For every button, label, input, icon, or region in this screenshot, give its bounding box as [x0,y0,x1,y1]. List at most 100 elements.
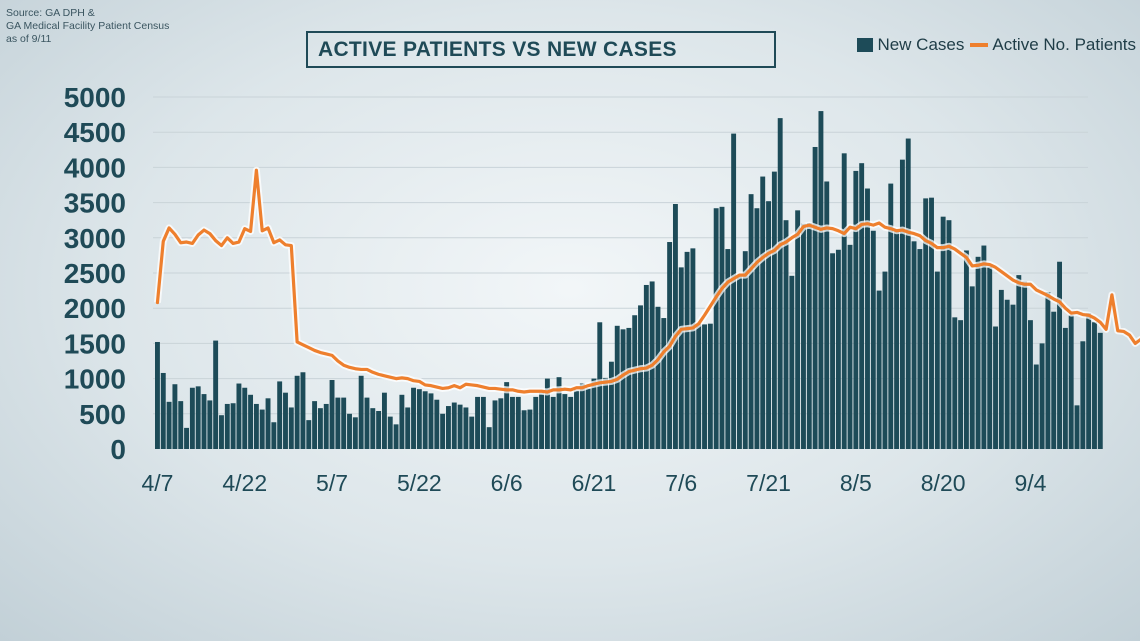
bar-new-cases [795,210,801,449]
bar-new-cases [201,394,207,449]
bar-new-cases [242,387,248,449]
bar-new-cases [446,406,451,449]
bar-new-cases [579,383,585,449]
bar-new-cases [195,386,201,449]
bar-new-cases [661,318,667,449]
x-tick-label: 8/5 [840,470,872,496]
bar-new-cases [632,315,638,449]
bar-new-cases [480,396,486,449]
bar-new-cases [993,326,998,449]
bar-new-cases [416,389,422,449]
bar-new-cases [521,410,527,449]
bar-new-cases [969,286,975,449]
bar-new-cases [789,275,795,449]
bar-new-cases [178,401,184,449]
bar-new-cases [731,133,737,449]
bar-new-cases [678,267,684,449]
bar-new-cases [294,375,300,449]
bar-new-cases [824,181,830,450]
bar-new-cases [975,256,981,449]
chart-title-box: ACTIVE PATIENTS VS NEW CASES [306,31,776,68]
x-tick-label: 6/6 [491,470,523,496]
bar-new-cases [352,417,358,449]
bar-new-cases [754,208,760,449]
bar-new-cases [620,329,626,449]
x-tick-label: 5/22 [397,470,442,496]
bar-new-cases [492,400,498,449]
bar-new-cases [1051,311,1057,449]
bar-new-cases [882,271,888,449]
source-note: Source: GA DPH & GA Medical Facility Pat… [6,7,206,46]
bar-new-cases [1057,261,1062,449]
bar-new-cases [917,249,923,449]
bar-new-cases [172,384,178,449]
x-tick-label: 7/21 [746,470,791,496]
x-tick-label: 6/21 [572,470,617,496]
bar-new-cases [387,416,393,449]
bar-new-cases [230,403,236,449]
bar-new-cases [550,396,556,449]
bar-new-cases [253,403,259,449]
bar-new-cases [801,223,806,449]
bar-new-cases [393,424,399,449]
bar-new-cases [317,408,323,449]
legend-label-active-patients: Active No. Patients [992,35,1136,54]
bar-new-cases [1068,315,1074,449]
bar-new-cases [184,427,189,449]
bar-new-cases [608,361,614,449]
bar-new-cases [189,387,195,449]
y-tick-label: 4000 [64,152,126,183]
line-active-patients [155,168,1140,394]
bar-new-cases [719,206,725,449]
legend-item-active-patients: Active No. Patients [970,35,1136,55]
bar-new-cases [515,396,521,449]
bar-new-cases [405,407,411,449]
bar-new-cases [585,388,591,449]
bar-new-cases [411,387,416,449]
bar-new-cases [835,249,841,449]
bar-new-cases [440,413,446,449]
bar-new-cases [434,399,440,449]
bar-new-cases [911,241,917,449]
bar-new-cases [556,377,562,449]
bar-new-cases [451,402,457,449]
bar-new-cases [591,378,597,449]
bar-new-cases [160,372,166,449]
bar-new-cases [812,146,818,449]
bar-new-cases [888,183,894,450]
bar-new-cases [166,401,172,449]
bar-new-cases [760,176,766,449]
bar-new-cases [323,403,329,449]
bar-new-cases [568,396,574,449]
bar-new-cases [213,340,219,449]
bar-new-cases [562,394,568,449]
bar-new-cases [364,397,370,449]
bar-new-cases [1045,292,1051,449]
bar-new-cases [865,188,870,449]
bar-new-cases [998,289,1004,449]
y-tick-label: 0 [110,434,126,465]
x-tick-label: 4/7 [141,470,173,496]
bar-new-cases [870,230,876,449]
bar-new-cases [638,305,643,449]
bar-new-cases [847,244,853,449]
bar-new-cases [1062,327,1068,449]
bar-new-cases [940,216,946,449]
bar-new-cases [783,220,789,449]
bar-new-cases [1039,343,1045,449]
bar-new-cases [498,398,504,449]
bar-new-cases [224,403,230,449]
bar-new-cases [1092,322,1097,449]
bar-new-cases [766,201,771,449]
bar-new-cases [876,290,882,449]
bar-new-cases [626,327,632,449]
bar-new-cases [859,163,865,449]
y-tick-label: 3500 [64,188,126,219]
bar-new-cases [475,396,480,449]
bar-new-cases [1010,304,1016,449]
bar-new-cases [335,397,341,449]
bar-new-cases [1074,405,1080,449]
bar-new-cases [277,381,283,449]
bar-new-cases [219,415,224,449]
bar-new-cases [422,391,428,449]
